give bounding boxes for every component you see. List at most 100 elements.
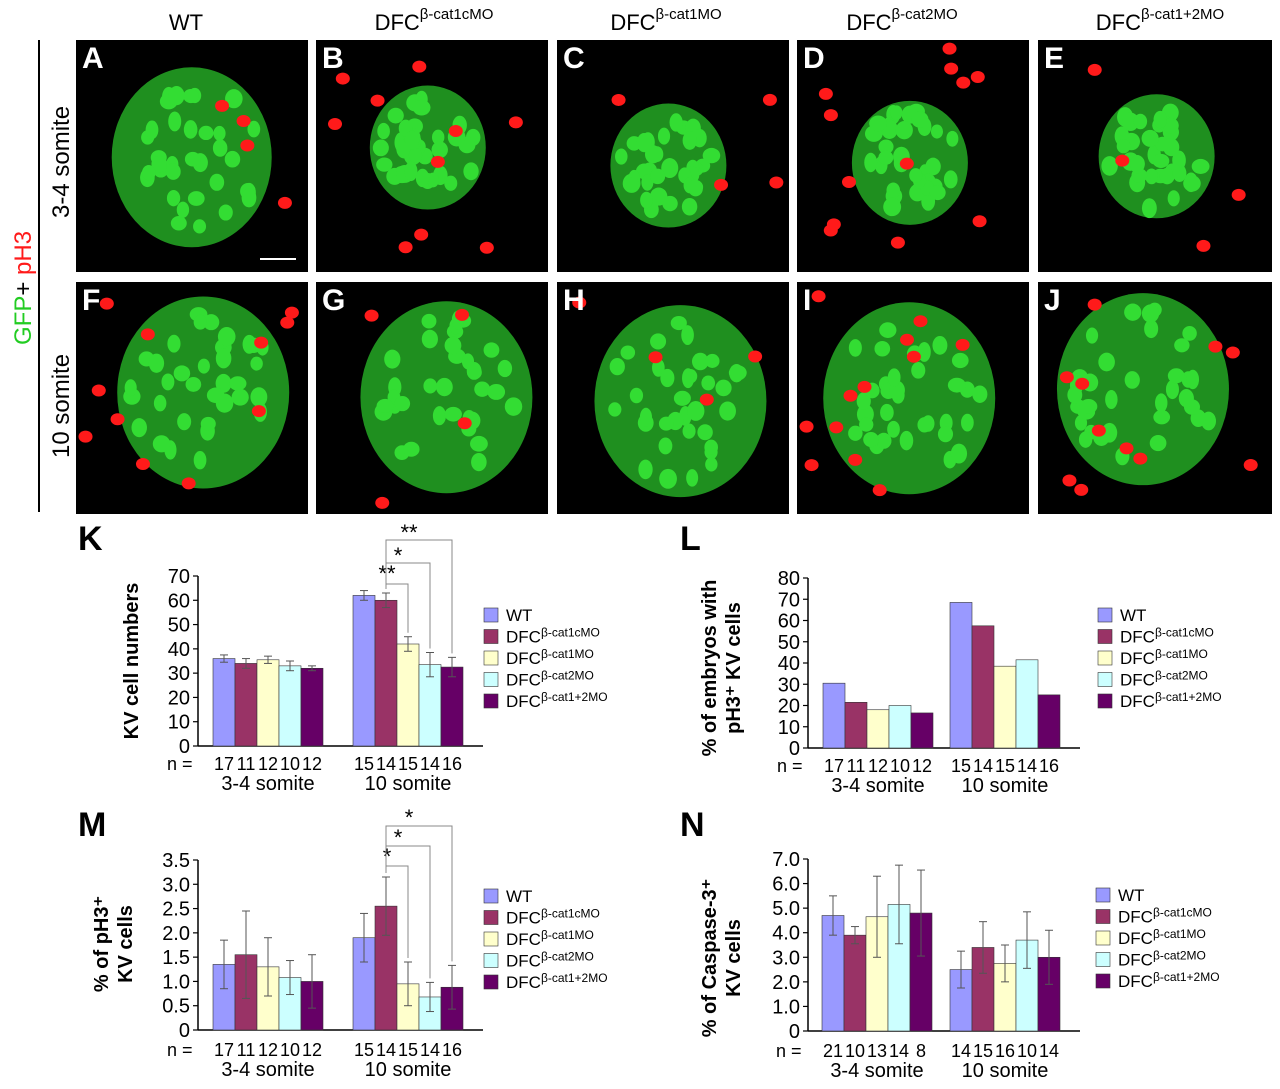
y-axis-label: % of embryos with pH3⁺ KV cells bbox=[699, 580, 745, 757]
column-title: DFCβ-cat1MO bbox=[610, 6, 721, 36]
gfp-nucleus bbox=[1163, 138, 1180, 157]
gfp-nucleus bbox=[412, 99, 431, 116]
y-tick-label: 0 bbox=[789, 738, 800, 760]
gfp-nucleus bbox=[148, 353, 165, 373]
n-value: 10 bbox=[280, 754, 300, 774]
y-tick-label: 80 bbox=[778, 568, 800, 590]
ph3-cell bbox=[398, 241, 413, 254]
gfp-nucleus bbox=[1078, 431, 1093, 448]
ph3-cell bbox=[1087, 63, 1102, 76]
legend-swatch bbox=[1097, 607, 1113, 623]
y-tick-label: 30 bbox=[168, 663, 190, 685]
legend-label-sup: β-cat1+2MO bbox=[541, 690, 608, 704]
ph3-cell bbox=[91, 384, 106, 397]
gfp-nucleus bbox=[1141, 129, 1159, 147]
n-prefix: n = bbox=[776, 1041, 802, 1061]
y-axis-label-line: % of embryos with bbox=[699, 580, 721, 757]
gfp-nucleus bbox=[876, 432, 892, 449]
ph3-cell bbox=[479, 241, 494, 254]
gfp-nucleus bbox=[1122, 112, 1139, 132]
gfp-nucleus bbox=[1144, 319, 1159, 339]
ph3-cell bbox=[430, 155, 445, 168]
y-tick-label: 70 bbox=[778, 589, 800, 611]
y-tick-label: 2.0 bbox=[162, 923, 190, 945]
gfp-nucleus bbox=[1079, 399, 1098, 414]
column-title: WT bbox=[169, 10, 203, 36]
ph3-cell bbox=[899, 157, 914, 170]
ph3-cell bbox=[140, 328, 155, 341]
gfp-nucleus bbox=[1124, 303, 1142, 321]
n-prefix: n = bbox=[777, 756, 803, 776]
gfp-nucleus bbox=[183, 120, 198, 139]
gfp-nucleus bbox=[697, 424, 713, 441]
panel-label: G bbox=[322, 284, 346, 317]
legend-label-sup: β-cat1MO bbox=[541, 647, 594, 661]
n-value: 15 bbox=[995, 756, 1015, 776]
gfp-nucleus bbox=[937, 426, 954, 443]
legend-label-base: DFC bbox=[506, 973, 541, 992]
legend-swatch bbox=[483, 650, 499, 666]
gfp-nucleus bbox=[972, 385, 988, 403]
y-tick-label: 2.5 bbox=[162, 899, 190, 921]
gfp-nucleus bbox=[504, 397, 523, 416]
n-value: 11 bbox=[237, 1040, 256, 1060]
significance-marker: * bbox=[405, 805, 414, 830]
gfp-nucleus bbox=[229, 376, 247, 391]
bar bbox=[396, 643, 420, 747]
gfp-nucleus bbox=[930, 124, 943, 139]
ph3-cell bbox=[1091, 424, 1106, 437]
ph3-cell bbox=[1062, 474, 1077, 487]
n-value: 14 bbox=[420, 754, 440, 774]
n-value: 12 bbox=[258, 1040, 278, 1060]
gfp-nucleus bbox=[432, 406, 447, 426]
legend-swatch bbox=[1097, 629, 1113, 644]
gfp-nucleus bbox=[622, 177, 640, 192]
significance-marker: * bbox=[383, 844, 392, 869]
legend-label: WT bbox=[1118, 886, 1144, 905]
y-tick-label: 40 bbox=[778, 653, 800, 675]
gfp-nucleus bbox=[1152, 153, 1170, 168]
legend-swatch bbox=[483, 607, 499, 623]
gfp-nucleus bbox=[658, 437, 673, 455]
gfp-nucleus bbox=[932, 335, 948, 355]
gfp-nucleus bbox=[848, 425, 863, 441]
ph3-cell bbox=[254, 336, 269, 349]
y-tick-label: 30 bbox=[778, 674, 800, 696]
gfp-nucleus bbox=[943, 170, 958, 189]
gfp-nucleus bbox=[856, 392, 871, 410]
gfp-nucleus bbox=[890, 105, 903, 120]
gfp-nucleus bbox=[241, 188, 257, 208]
legend-label: DFCβ-cat1+2MO bbox=[1118, 970, 1220, 991]
gfp-nucleus bbox=[864, 152, 878, 173]
bar bbox=[844, 702, 868, 749]
n-value: 15 bbox=[951, 756, 971, 776]
y-tick-label: 1.5 bbox=[162, 947, 190, 969]
chart-label-n: N bbox=[680, 806, 705, 844]
gfp-nucleus bbox=[869, 115, 888, 132]
gfp-nucleus bbox=[1124, 371, 1140, 389]
gfp-nucleus bbox=[887, 368, 901, 387]
n-value: 11 bbox=[847, 756, 866, 776]
n-value: 15 bbox=[398, 754, 418, 774]
bar bbox=[866, 709, 890, 749]
ph3-cell bbox=[611, 93, 626, 106]
y-tick-label: 1.0 bbox=[162, 971, 190, 993]
y-tick-label: 0 bbox=[179, 736, 190, 758]
gfp-nucleus bbox=[212, 139, 228, 157]
n-value: 16 bbox=[442, 754, 462, 774]
gfp-nucleus bbox=[1067, 386, 1083, 404]
gfp-nucleus bbox=[197, 358, 210, 374]
gfp-nucleus bbox=[1163, 117, 1179, 134]
legend-label-base: DFC bbox=[1120, 692, 1155, 711]
gfp-nucleus bbox=[187, 191, 205, 206]
n-value: 17 bbox=[214, 754, 234, 774]
column-title-sup: β-cat2MO bbox=[891, 6, 958, 23]
gfp-nucleus bbox=[166, 189, 181, 207]
ph3-cell bbox=[1196, 239, 1211, 252]
legend-swatch bbox=[483, 672, 499, 687]
ph3-cell bbox=[110, 413, 125, 426]
gfp-nucleus bbox=[1085, 327, 1099, 344]
gfp-nucleus bbox=[661, 158, 679, 179]
micrograph-panel: I bbox=[797, 282, 1029, 514]
